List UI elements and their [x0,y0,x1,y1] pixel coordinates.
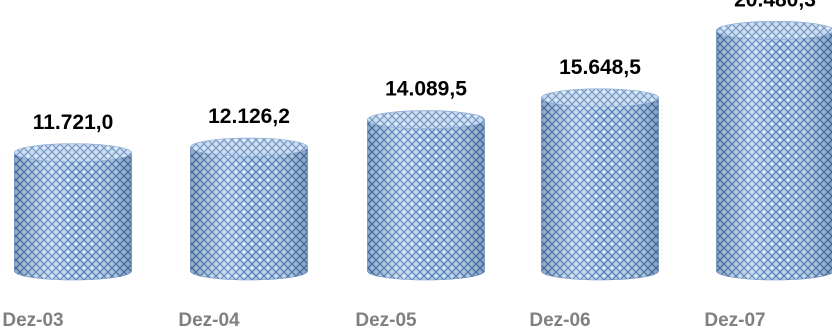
value-label: 15.648,5 [559,56,641,79]
bars-layer [14,20,832,281]
bar-shading [190,147,308,280]
category-label: Dez-04 [178,310,240,331]
value-labels-layer: 11.721,0 12.126,2 14.089,5 15.648,5 20.480,3 [33,0,816,134]
bar-top [14,143,132,163]
value-label: 14.089,5 [385,78,467,101]
bar-top [541,88,659,108]
category-label: Dez-06 [529,310,590,331]
bar-dez-05 [367,110,485,281]
bar-shading [14,152,132,280]
value-label: 11.721,0 [33,111,114,134]
bar-dez-06 [541,88,659,281]
bar-top-highlight [14,143,132,162]
bar-top [367,110,485,130]
bar-shading [541,97,659,280]
bar-dez-07 [716,20,832,281]
bar-shading [716,30,832,280]
bar-shading [367,119,485,281]
value-label: 20.480,3 [734,0,816,11]
bar-top-highlight [190,138,308,157]
bar-dez-03 [14,143,132,281]
bar-top-highlight [716,21,832,40]
bar-top-highlight [367,110,485,129]
category-label: Dez-03 [2,310,63,331]
value-label: 12.126,2 [208,105,290,128]
bar-top [716,20,832,40]
bar-dez-04 [190,137,308,281]
category-label: Dez-05 [355,310,417,331]
category-label: Dez-07 [704,310,765,331]
category-labels-layer: Dez-03 Dez-04 Dez-05 Dez-06 Dez-07 [2,310,765,331]
bar-top-highlight [541,88,659,107]
bar-top [190,137,308,157]
